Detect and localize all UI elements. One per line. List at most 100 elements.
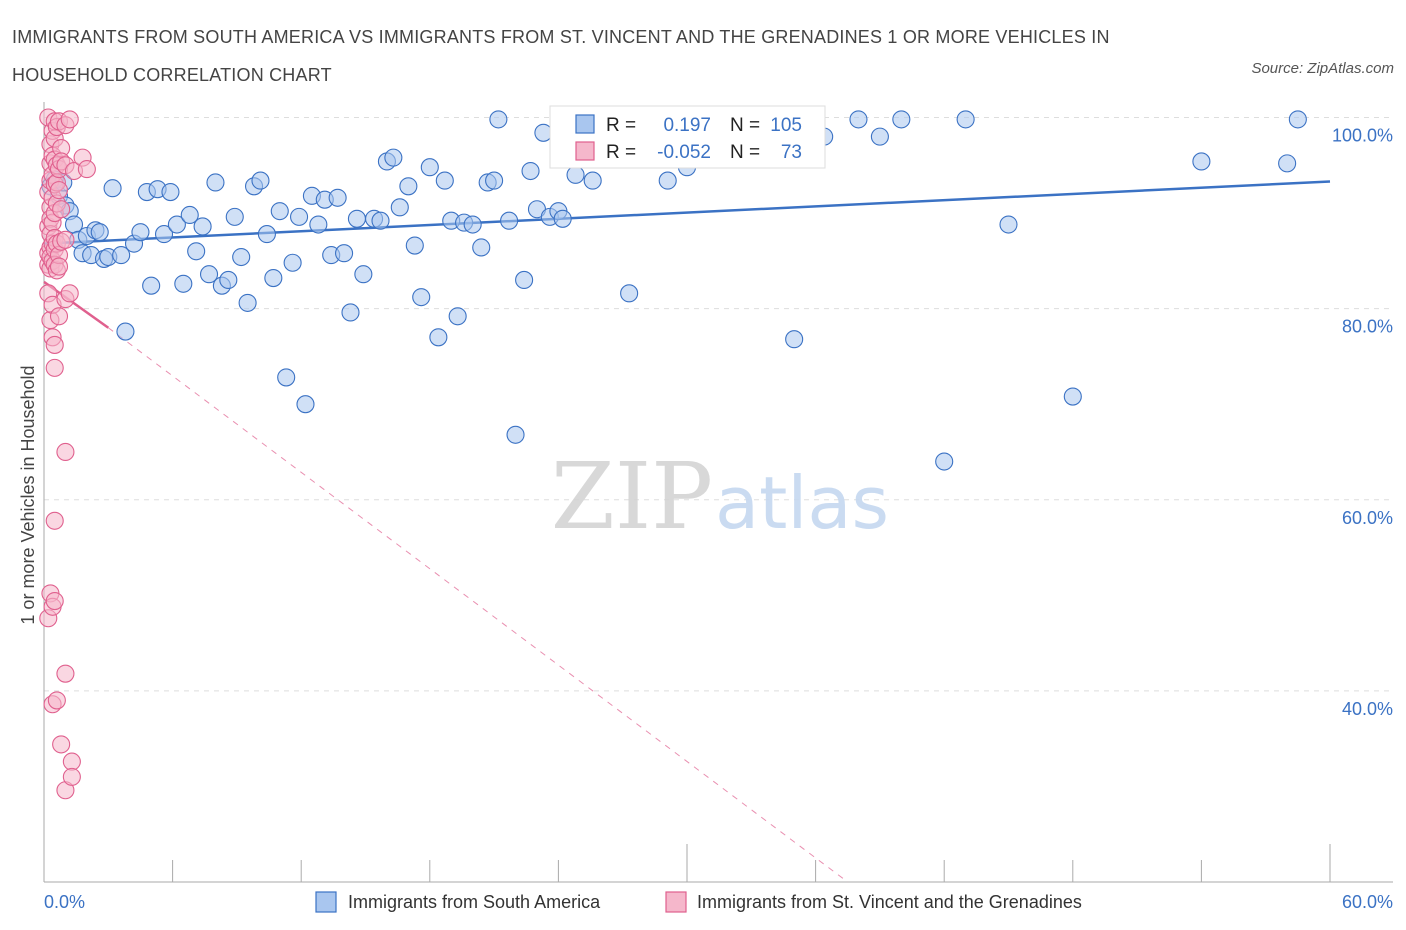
point-st-vincent-72	[77, 160, 96, 179]
point-south-america-64	[429, 328, 448, 347]
y-tick-label-0: 100.0%	[1332, 126, 1393, 146]
point-south-america-60	[399, 177, 418, 196]
point-south-america-54	[354, 265, 373, 284]
point-south-america-27	[180, 205, 199, 225]
point-south-america-96	[870, 127, 889, 146]
stats-n-label-2: N =	[730, 142, 760, 163]
point-south-america-16	[112, 246, 131, 265]
point-st-vincent-52	[49, 257, 69, 276]
stats-n-value-1: 105	[770, 115, 802, 136]
point-st-vincent-38	[45, 358, 64, 377]
point-st-vincent-58	[52, 735, 71, 754]
point-south-america-93	[785, 330, 804, 349]
legend-label-st-vincent: Immigrants from St. Vincent and the Gren…	[697, 892, 1082, 912]
point-south-america-62	[412, 288, 431, 307]
stats-r-value-2: -0.052	[657, 142, 711, 163]
point-south-america-47	[309, 215, 328, 234]
point-south-america-51	[335, 244, 354, 263]
point-st-vincent-37	[45, 335, 64, 354]
point-south-america-65	[435, 171, 454, 190]
watermark-zip: ZIP	[551, 443, 713, 550]
point-south-america-53	[347, 209, 366, 228]
stats-legend-swatch-blue	[575, 114, 595, 134]
legend-swatch-st-vincent	[665, 891, 687, 913]
grid-lines	[44, 117, 1393, 692]
trend-line-st-vincent-extension	[108, 327, 849, 883]
point-south-america-102	[1192, 152, 1211, 171]
point-south-america-83	[566, 165, 585, 184]
point-st-vincent-47	[47, 691, 66, 710]
point-south-america-58	[384, 148, 403, 167]
point-south-america-40	[264, 268, 283, 288]
point-south-america-59	[390, 198, 409, 217]
point-south-america-23	[154, 225, 174, 244]
stats-n-value-2: 73	[781, 142, 802, 163]
point-south-america-67	[448, 307, 467, 326]
point-south-america-97	[892, 110, 911, 129]
point-south-america-41	[270, 202, 289, 221]
point-south-america-44	[290, 207, 309, 226]
stats-r-label-1: R =	[606, 115, 636, 136]
point-south-america-73	[489, 110, 508, 129]
y-tick-labels: 100.0% 80.0% 60.0% 40.0%	[1332, 126, 1393, 719]
point-st-vincent-53	[49, 307, 69, 326]
y-axis-label: 1 or more Vehicles in Household	[18, 365, 38, 624]
point-south-america-39	[257, 225, 276, 244]
y-tick-label-2: 60.0%	[1342, 508, 1393, 528]
point-south-america-88	[658, 171, 677, 190]
point-st-vincent-68	[62, 752, 81, 771]
point-south-america-103	[1278, 154, 1297, 173]
point-st-vincent-66	[60, 110, 79, 129]
series-legend: Immigrants from South America Immigrants…	[315, 891, 1082, 913]
stats-r-value-1: 0.197	[663, 115, 711, 136]
y-tick-label-3: 40.0%	[1342, 699, 1393, 719]
point-south-america-26	[174, 274, 193, 293]
x-tick-label-left: 0.0%	[44, 892, 85, 912]
point-south-america-45	[296, 395, 315, 414]
point-south-america-69	[463, 215, 482, 234]
point-south-america-17	[116, 322, 135, 341]
point-south-america-77	[521, 161, 540, 181]
point-south-america-12	[90, 223, 109, 242]
point-south-america-25	[167, 215, 186, 234]
point-south-america-56	[371, 211, 390, 230]
point-south-america-72	[485, 171, 504, 190]
point-south-america-70	[472, 238, 491, 257]
point-south-america-30	[199, 265, 219, 284]
point-south-america-21	[142, 276, 161, 295]
point-south-america-100	[999, 215, 1018, 234]
point-south-america-31	[206, 173, 225, 192]
point-south-america-61	[405, 236, 424, 255]
point-south-america-95	[849, 110, 868, 129]
point-south-america-76	[515, 270, 534, 290]
point-south-america-43	[283, 253, 302, 272]
point-south-america-82	[553, 209, 572, 228]
point-south-america-28	[187, 242, 206, 261]
point-south-america-15	[103, 179, 122, 198]
point-st-vincent-40	[45, 591, 64, 611]
point-st-vincent-61	[56, 230, 75, 249]
point-south-america-99	[956, 110, 975, 129]
point-south-america-35	[232, 247, 251, 267]
point-south-america-98	[935, 452, 954, 471]
point-south-america-38	[251, 171, 270, 190]
watermark-atlas: atlas	[715, 461, 889, 545]
point-south-america-29	[193, 217, 212, 236]
stats-r-label-2: R =	[606, 142, 636, 163]
point-south-america-87	[620, 284, 639, 303]
stats-legend: R = 0.197 N = 105 R = -0.052 N = 73	[549, 105, 826, 169]
point-south-america-33	[219, 270, 238, 290]
point-st-vincent-63	[56, 442, 75, 462]
y-tick-label-1: 80.0%	[1342, 317, 1393, 337]
point-south-america-24	[161, 182, 180, 202]
point-st-vincent-69	[62, 767, 81, 786]
point-st-vincent-50	[49, 181, 69, 200]
point-st-vincent-39	[45, 511, 64, 530]
point-south-america-36	[238, 293, 257, 312]
stats-legend-swatch-pink	[575, 141, 595, 161]
point-south-america-63	[420, 158, 439, 177]
data-points	[39, 108, 1307, 800]
point-st-vincent-67	[60, 284, 79, 303]
legend-swatch-south-america	[315, 891, 337, 913]
point-south-america-75	[506, 425, 525, 444]
